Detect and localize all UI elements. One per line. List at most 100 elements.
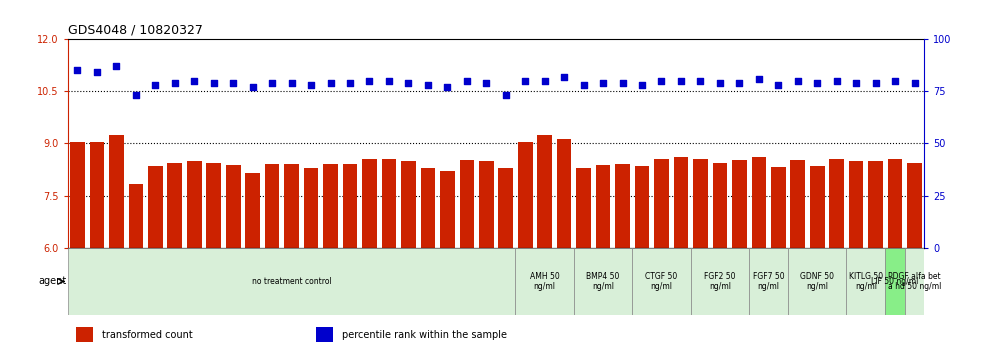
Bar [68,248,516,315]
Bar [110,135,124,248]
Bar [148,166,162,248]
Text: GSM510036: GSM510036 [289,248,295,290]
Text: BMP4 50
ng/ml: BMP4 50 ng/ml [587,272,620,291]
Bar [574,248,632,315]
Bar [577,168,591,248]
Bar [516,248,574,315]
Point [245,84,261,90]
Point [70,67,86,73]
Bar [343,164,358,248]
Text: GSM510044: GSM510044 [444,248,450,290]
Text: GSM509255: GSM509255 [94,248,100,290]
Bar [616,164,629,248]
Text: GSM510059: GSM510059 [854,248,860,290]
Bar [381,159,396,248]
Bar [557,139,572,248]
Point [342,80,358,86]
Point [439,84,455,90]
Bar [887,159,902,248]
Point [284,80,300,86]
Point [731,80,747,86]
Point [362,78,377,84]
Bar [596,165,611,248]
Bar [847,248,885,315]
Text: KITLG 50
ng/ml: KITLG 50 ng/ml [849,272,882,291]
Text: GSM510034: GSM510034 [250,248,256,290]
Bar [791,160,805,248]
Point [673,78,689,84]
Point [868,80,883,86]
Text: GSM510061: GSM510061 [892,248,898,290]
Bar [771,167,786,248]
Point [478,80,494,86]
Point [89,69,105,75]
Point [303,82,319,88]
Bar [788,248,847,315]
Bar [712,162,727,248]
Text: FGF2 50
ng/ml: FGF2 50 ng/ml [704,272,736,291]
Text: GSM510031: GSM510031 [191,248,197,290]
Point [790,78,806,84]
Bar [90,142,105,248]
Text: GSM510052: GSM510052 [658,248,664,290]
Text: GSM510062: GSM510062 [911,248,917,290]
Bar [459,160,474,248]
Text: GSM510058: GSM510058 [834,248,840,290]
Text: GDNF 50
ng/ml: GDNF 50 ng/ml [800,272,835,291]
Point [829,78,845,84]
Bar [316,327,334,342]
Bar [634,166,649,248]
Text: GSM510045: GSM510045 [464,248,470,290]
Text: GDS4048 / 10820327: GDS4048 / 10820327 [68,23,202,36]
Point [264,80,280,86]
Text: GSM510030: GSM510030 [171,248,178,290]
Bar [70,142,85,248]
Text: GSM510063: GSM510063 [581,248,587,290]
Text: GSM510050: GSM510050 [736,248,742,290]
Text: GSM510041: GSM510041 [385,248,392,290]
Bar [226,165,240,248]
Text: GSM510033: GSM510033 [230,248,236,290]
Bar [401,161,415,248]
Text: GSM510040: GSM510040 [367,248,373,290]
Bar [77,327,94,342]
Bar [752,156,766,248]
Bar [498,168,513,248]
Text: GSM510047: GSM510047 [503,248,509,290]
Text: PDGF alfa bet
a hd 50 ng/ml: PDGF alfa bet a hd 50 ng/ml [887,272,941,291]
Text: GSM510035: GSM510035 [269,248,275,290]
Bar [167,162,182,248]
Text: GSM510042: GSM510042 [405,248,411,290]
Text: GSM509259: GSM509259 [561,248,567,290]
Point [770,82,786,88]
Text: no treatment control: no treatment control [252,277,332,286]
Text: GSM510038: GSM510038 [328,248,334,290]
Bar [885,248,904,315]
Text: percentile rank within the sample: percentile rank within the sample [342,330,507,339]
Bar [749,248,788,315]
Point [498,92,514,98]
Bar [284,164,299,248]
Bar [849,161,864,248]
Text: agent: agent [39,276,67,286]
Point [420,82,436,88]
Text: GSM510037: GSM510037 [308,248,314,290]
Bar [324,164,338,248]
Point [615,80,630,86]
Point [692,78,708,84]
Bar [632,248,690,315]
Text: GSM510046: GSM510046 [483,248,489,290]
Bar [363,159,376,248]
Point [109,63,124,69]
Bar [693,159,708,248]
Point [849,80,865,86]
Point [381,78,397,84]
Point [810,80,826,86]
Point [206,80,222,86]
Point [576,82,592,88]
Point [712,80,728,86]
Text: GSM509257: GSM509257 [522,248,528,290]
Text: GSM510051: GSM510051 [639,248,645,290]
Point [596,80,612,86]
Text: GSM510029: GSM510029 [152,248,158,290]
